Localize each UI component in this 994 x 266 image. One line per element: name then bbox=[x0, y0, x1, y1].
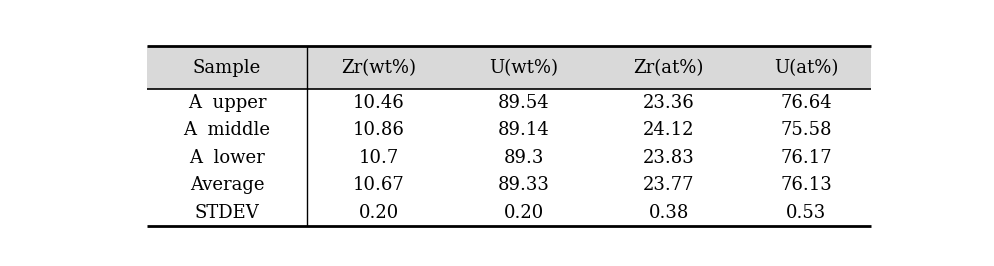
Text: 23.36: 23.36 bbox=[643, 94, 695, 112]
Text: 89.14: 89.14 bbox=[498, 122, 550, 139]
Text: 0.53: 0.53 bbox=[786, 204, 826, 222]
Text: 76.13: 76.13 bbox=[780, 176, 832, 194]
Text: STDEV: STDEV bbox=[195, 204, 259, 222]
Text: 0.20: 0.20 bbox=[504, 204, 544, 222]
Text: A  upper: A upper bbox=[188, 94, 266, 112]
Text: 23.83: 23.83 bbox=[643, 149, 695, 167]
Text: 76.64: 76.64 bbox=[780, 94, 832, 112]
Text: A  lower: A lower bbox=[189, 149, 264, 167]
Text: 10.46: 10.46 bbox=[353, 94, 405, 112]
Text: 0.38: 0.38 bbox=[648, 204, 689, 222]
Text: 10.67: 10.67 bbox=[353, 176, 405, 194]
Text: 23.77: 23.77 bbox=[643, 176, 695, 194]
Text: Zr(at%): Zr(at%) bbox=[633, 59, 704, 77]
Text: U(at%): U(at%) bbox=[774, 59, 839, 77]
Text: U(wt%): U(wt%) bbox=[489, 59, 559, 77]
Text: 89.54: 89.54 bbox=[498, 94, 550, 112]
Text: Sample: Sample bbox=[193, 59, 261, 77]
Text: 89.3: 89.3 bbox=[504, 149, 544, 167]
Text: 0.20: 0.20 bbox=[359, 204, 400, 222]
Text: 10.86: 10.86 bbox=[353, 122, 405, 139]
Text: 10.7: 10.7 bbox=[359, 149, 400, 167]
Text: 24.12: 24.12 bbox=[643, 122, 695, 139]
Text: Average: Average bbox=[190, 176, 264, 194]
Text: 76.17: 76.17 bbox=[780, 149, 832, 167]
Text: Zr(wt%): Zr(wt%) bbox=[342, 59, 416, 77]
Text: 89.33: 89.33 bbox=[498, 176, 550, 194]
Bar bbox=[147, 46, 872, 89]
Text: A  middle: A middle bbox=[184, 122, 270, 139]
Text: 75.58: 75.58 bbox=[780, 122, 832, 139]
